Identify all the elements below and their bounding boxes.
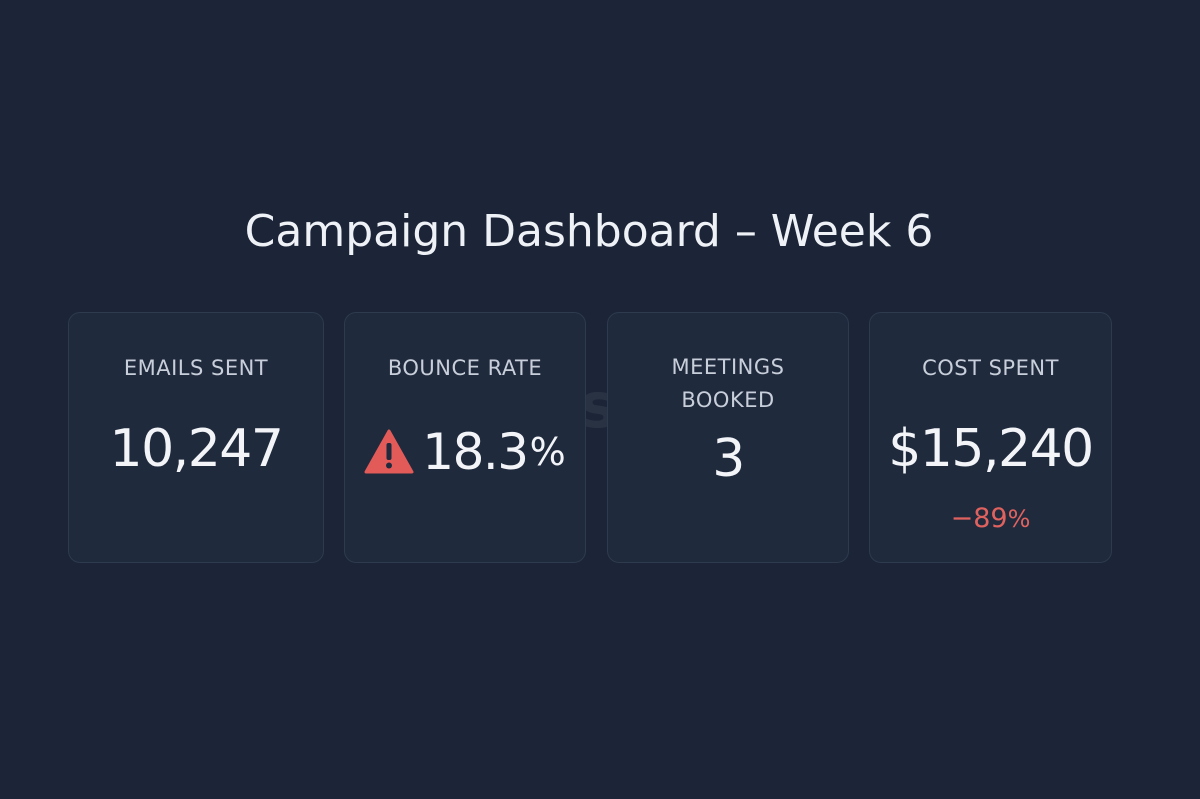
card-meetings-booked: MEETINGS BOOKED 3	[607, 312, 849, 563]
card-bounce-rate: BOUNCE RATE 18.3 %	[344, 312, 586, 563]
card-label-line2: BOOKED	[681, 388, 775, 412]
card-value-row: $15,240	[870, 419, 1111, 479]
card-value: 10,247	[109, 419, 284, 479]
card-label: EMAILS SENT	[123, 356, 269, 380]
card-value-row: 18.3 %	[345, 423, 585, 481]
warning-icon	[364, 429, 414, 474]
card-label: MEETINGS BOOKED	[608, 351, 848, 417]
card-label: COST SPENT	[922, 356, 1059, 380]
card-value-unit: %	[529, 430, 566, 474]
cost-delta-unit: %	[1007, 505, 1031, 533]
card-value: 18.3	[422, 423, 529, 481]
cost-delta: −89%	[870, 503, 1111, 534]
card-value-row: 10,247	[69, 419, 323, 479]
card-value-row: 3	[608, 429, 848, 489]
card-cost-spent: COST SPENT $15,240 −89%	[869, 312, 1112, 563]
cost-delta-value: −89	[950, 503, 1008, 534]
card-label: BOUNCE RATE	[387, 356, 543, 380]
card-label-line1: MEETINGS	[671, 355, 785, 379]
card-value: 3	[712, 429, 745, 489]
card-value: $15,240	[888, 419, 1094, 479]
card-emails-sent: EMAILS SENT 10,247	[68, 312, 324, 563]
page-title: Campaign Dashboard – Week 6	[244, 206, 934, 257]
